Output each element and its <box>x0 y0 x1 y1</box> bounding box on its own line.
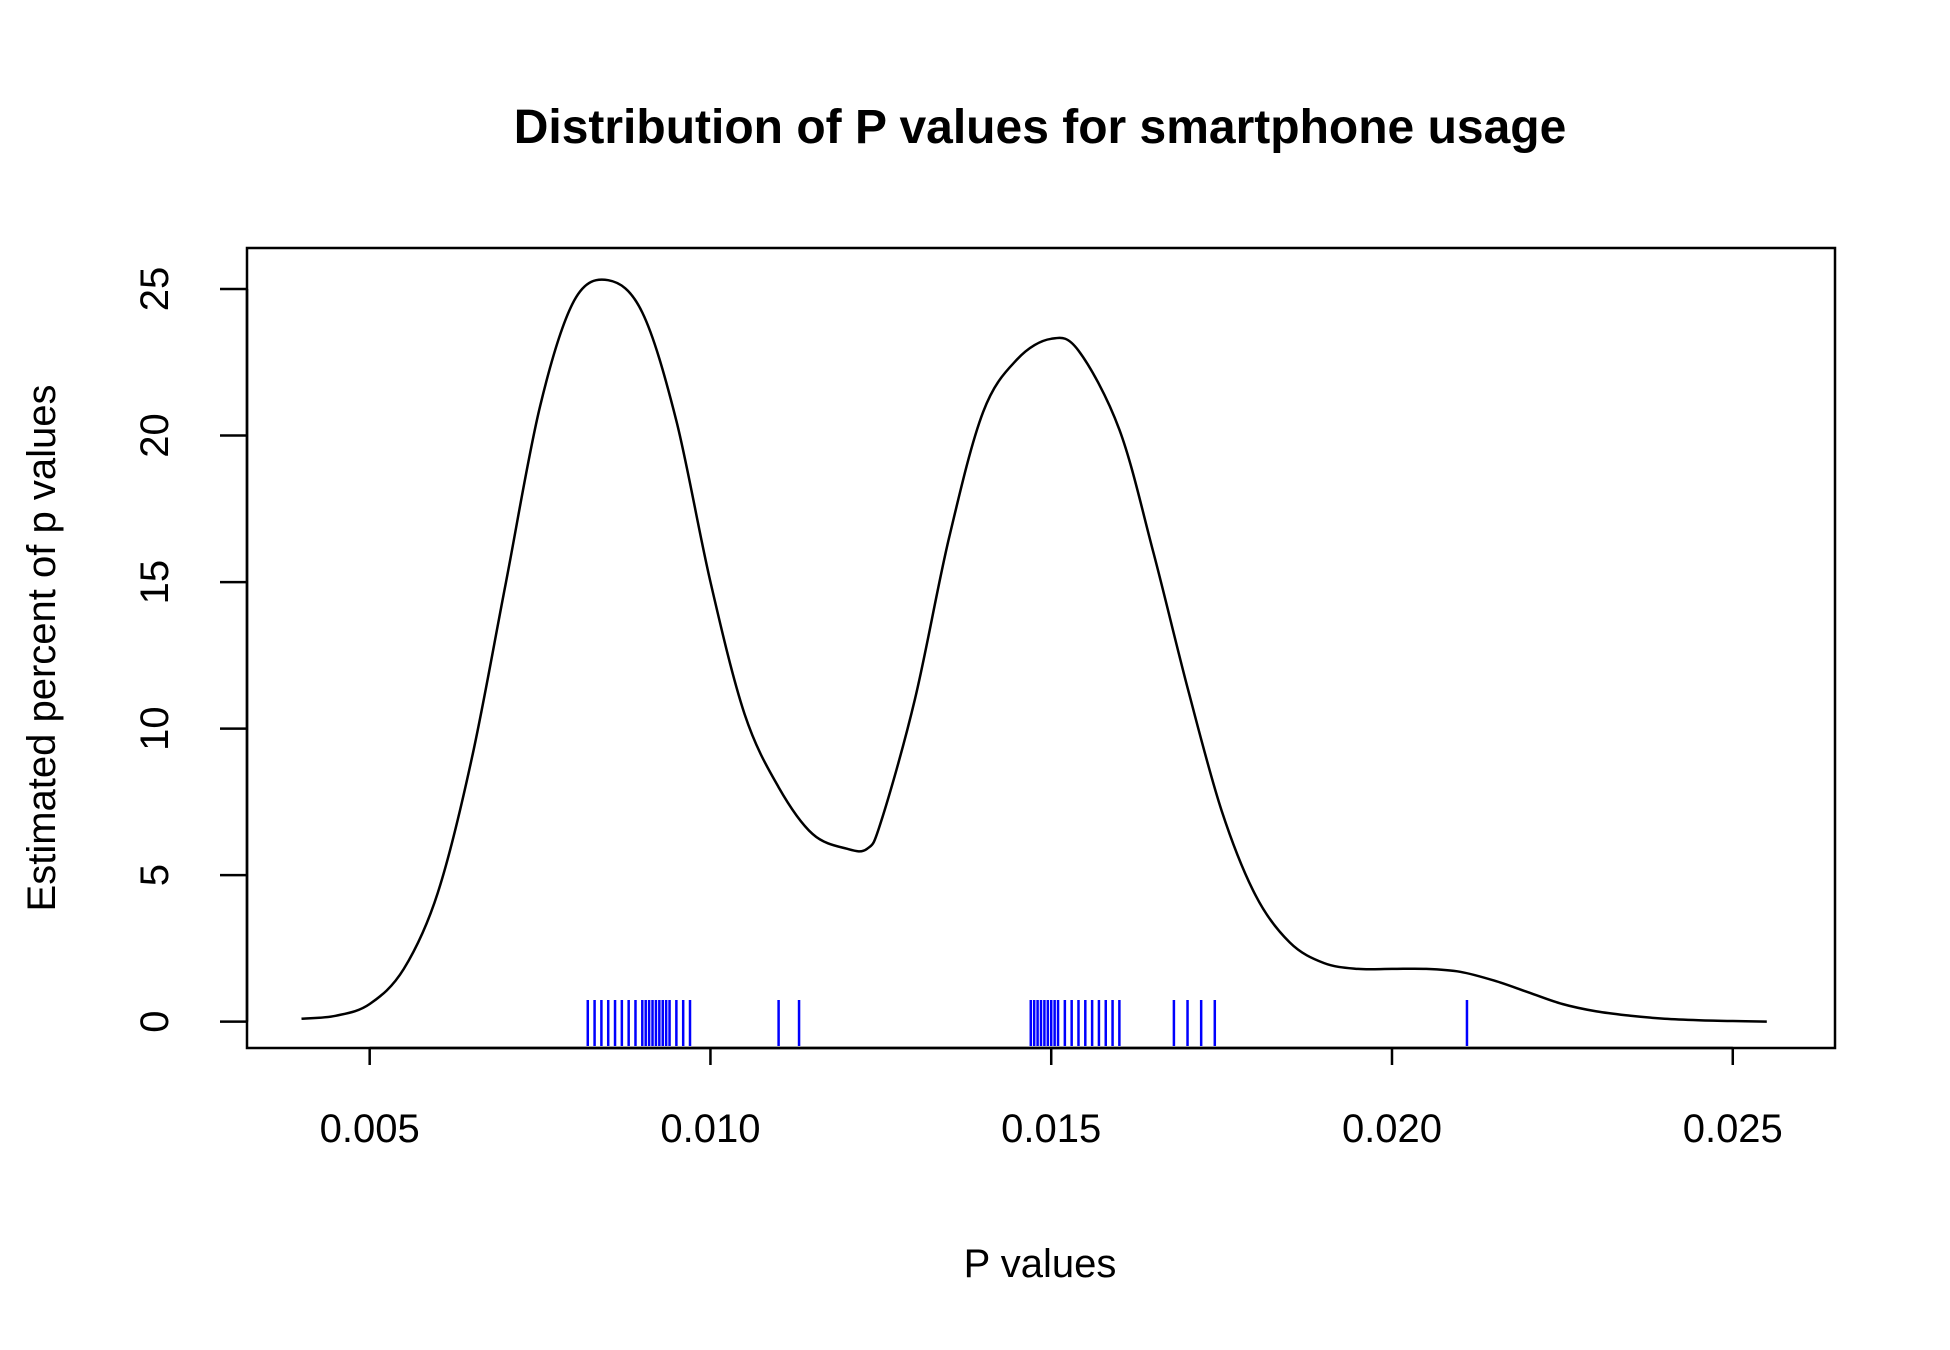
y-tick-label: 20 <box>133 413 177 458</box>
x-tick-label: 0.025 <box>1683 1107 1783 1151</box>
y-tick-label: 5 <box>133 864 177 886</box>
y-tick-label: 10 <box>133 706 177 751</box>
rug-marks <box>586 1000 1469 1046</box>
y-tick-label: 15 <box>133 560 177 605</box>
chart-title: Distribution of P values for smartphone … <box>514 101 1567 154</box>
y-tick-label: 25 <box>133 267 177 312</box>
x-axis: 0.005 0.010 0.015 0.020 0.025 <box>320 1046 1783 1151</box>
y-axis-label: Estimated percent of p values <box>20 385 64 912</box>
y-axis: 0 5 10 15 20 25 <box>133 267 249 1033</box>
x-tick-label: 0.020 <box>1342 1107 1442 1151</box>
plot-frame <box>245 246 1837 1050</box>
x-axis-label: P values <box>964 1242 1117 1286</box>
x-tick-label: 0.015 <box>1001 1107 1101 1151</box>
x-tick-label: 0.010 <box>660 1107 760 1151</box>
y-tick-label: 0 <box>133 1011 177 1033</box>
density-line <box>301 278 1767 1023</box>
x-tick-label: 0.005 <box>320 1107 420 1151</box>
